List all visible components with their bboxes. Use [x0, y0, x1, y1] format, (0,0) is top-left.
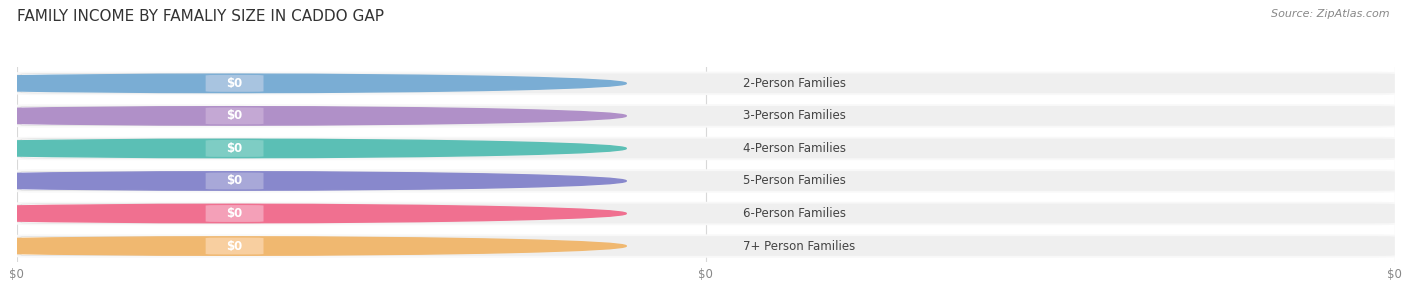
FancyBboxPatch shape: [21, 204, 262, 223]
FancyBboxPatch shape: [21, 139, 262, 158]
Text: $0: $0: [226, 207, 243, 220]
FancyBboxPatch shape: [17, 72, 1395, 95]
FancyBboxPatch shape: [205, 238, 263, 254]
Text: $0: $0: [226, 77, 243, 90]
Circle shape: [0, 107, 626, 125]
FancyBboxPatch shape: [17, 236, 1395, 256]
Circle shape: [0, 74, 626, 93]
Text: 4-Person Families: 4-Person Families: [744, 142, 846, 155]
Text: $0: $0: [226, 109, 243, 122]
FancyBboxPatch shape: [17, 204, 1395, 223]
FancyBboxPatch shape: [17, 202, 1395, 225]
Text: $0: $0: [226, 174, 243, 188]
Circle shape: [0, 139, 626, 158]
FancyBboxPatch shape: [205, 107, 263, 124]
Text: Source: ZipAtlas.com: Source: ZipAtlas.com: [1271, 9, 1389, 19]
Text: 6-Person Families: 6-Person Families: [744, 207, 846, 220]
FancyBboxPatch shape: [17, 138, 1395, 158]
FancyBboxPatch shape: [205, 140, 263, 157]
FancyBboxPatch shape: [17, 234, 1395, 258]
FancyBboxPatch shape: [21, 74, 262, 93]
Text: FAMILY INCOME BY FAMALIY SIZE IN CADDO GAP: FAMILY INCOME BY FAMALIY SIZE IN CADDO G…: [17, 9, 384, 24]
FancyBboxPatch shape: [21, 171, 262, 191]
FancyBboxPatch shape: [21, 236, 262, 256]
FancyBboxPatch shape: [21, 106, 262, 125]
Circle shape: [0, 237, 626, 255]
FancyBboxPatch shape: [205, 75, 263, 92]
FancyBboxPatch shape: [17, 74, 1395, 93]
FancyBboxPatch shape: [17, 137, 1395, 160]
Circle shape: [0, 204, 626, 223]
Text: 7+ Person Families: 7+ Person Families: [744, 239, 856, 253]
FancyBboxPatch shape: [17, 104, 1395, 127]
FancyBboxPatch shape: [17, 169, 1395, 193]
Text: 3-Person Families: 3-Person Families: [744, 109, 846, 122]
Circle shape: [0, 172, 626, 190]
Text: 2-Person Families: 2-Person Families: [744, 77, 846, 90]
Text: $0: $0: [226, 239, 243, 253]
FancyBboxPatch shape: [17, 171, 1395, 191]
Text: 5-Person Families: 5-Person Families: [744, 174, 846, 188]
Text: $0: $0: [226, 142, 243, 155]
FancyBboxPatch shape: [205, 205, 263, 222]
FancyBboxPatch shape: [205, 173, 263, 189]
FancyBboxPatch shape: [17, 106, 1395, 126]
